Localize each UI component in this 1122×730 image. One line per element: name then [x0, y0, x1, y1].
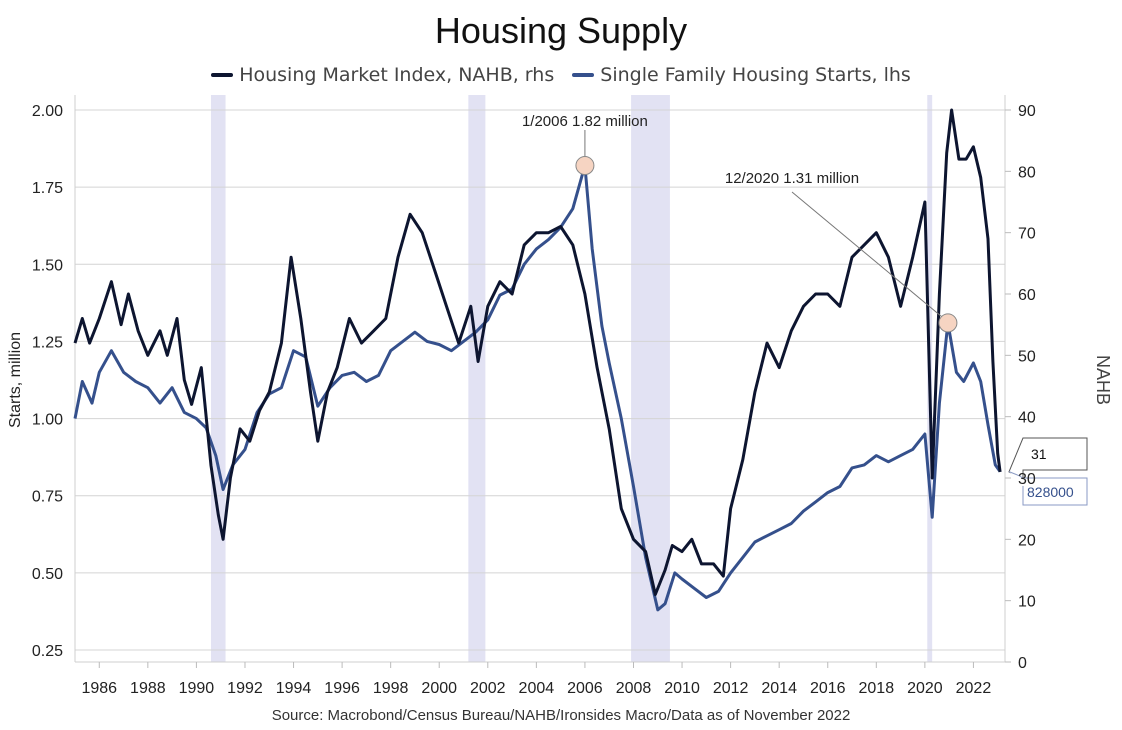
legend-label-nahb: Housing Market Index, NAHB, rhs	[239, 64, 555, 86]
right-tick-label: 30	[1018, 471, 1036, 488]
x-tick-label: 1986	[81, 680, 117, 697]
annotation-marker-2020	[938, 313, 958, 333]
annotations: 1/2006 1.82 million 12/2020 1.31 million 3…	[522, 113, 1088, 506]
end-tag-starts	[1008, 471, 1088, 506]
x-tick-label: 1988	[130, 680, 166, 697]
x-tick-label: 1998	[373, 680, 409, 697]
right-axis-title: NAHB	[1093, 355, 1113, 405]
left-tick-label: 1.00	[32, 412, 63, 429]
annotation-leader-2020	[791, 191, 943, 318]
legend-item-nahb: Housing Market Index, NAHB, rhs	[211, 64, 554, 86]
left-tick-label: 0.75	[32, 489, 63, 506]
x-tick-label: 2006	[567, 680, 603, 697]
x-tick-label: 1996	[324, 680, 360, 697]
end-tag-nahb-value: 31	[1031, 446, 1047, 462]
nahb-line	[73, 108, 1002, 596]
left-tick-label: 1.50	[32, 257, 63, 274]
chart-legend: Housing Market Index, NAHB, rhs Single F…	[0, 60, 1122, 86]
legend-swatch-starts	[572, 73, 595, 77]
x-tick-label: 2018	[859, 680, 895, 697]
x-tick-label: 1994	[276, 680, 312, 697]
x-tick-label: 2002	[470, 680, 506, 697]
left-tick-label: 0.25	[32, 643, 63, 660]
right-tick-label: 10	[1018, 594, 1036, 611]
end-tag-starts-value: 828000	[1027, 484, 1074, 500]
x-tick-label: 2012	[713, 680, 749, 697]
right-tick-label: 40	[1018, 410, 1036, 427]
chart-title: Housing Supply	[434, 10, 688, 51]
legend-label-starts: Single Family Housing Starts, lhs	[600, 64, 911, 86]
recession-band	[210, 95, 226, 662]
annotation-label-2006: 1/2006 1.82 million	[522, 113, 648, 130]
x-tick-label: 2010	[664, 680, 700, 697]
left-tick-label: 0.50	[32, 566, 63, 583]
right-tick-label: 90	[1018, 103, 1036, 120]
legend-item-starts: Single Family Housing Starts, lhs	[572, 64, 911, 86]
x-tick-label: 2000	[421, 680, 457, 697]
x-tick-label: 2020	[907, 680, 943, 697]
annotation-label-2020: 12/2020 1.31 million	[725, 170, 859, 187]
left-tick-label: 2.00	[32, 103, 63, 120]
x-tick-label: 2008	[616, 680, 652, 697]
right-tick-label: 50	[1018, 348, 1036, 365]
left-tick-label: 1.25	[32, 334, 63, 351]
right-tick-label: 70	[1018, 226, 1036, 243]
x-tick-label: 2004	[519, 680, 555, 697]
right-tick-label: 20	[1018, 532, 1036, 549]
source-note: Source: Macrobond/Census Bureau/NAHB/Iro…	[271, 707, 851, 724]
x-tick-label: 2022	[956, 680, 992, 697]
left-axis-title: Starts, million	[7, 332, 24, 428]
right-tick-label: 0	[1018, 655, 1027, 672]
x-tick-label: 1992	[227, 680, 263, 697]
x-tick-label: 1990	[179, 680, 215, 697]
left-tick-label: 1.75	[32, 180, 63, 197]
recession-band	[468, 95, 486, 662]
x-tick-label: 2014	[761, 680, 797, 697]
series-lines	[73, 108, 1002, 612]
plot-frame	[74, 95, 1006, 663]
legend-swatch-nahb	[211, 73, 234, 77]
right-tick-label: 60	[1018, 287, 1036, 304]
annotation-marker-2006	[575, 156, 595, 176]
axis-ticks: 0.25 0.50 0.75 1.00 1.25 1.50 1.75 2.00 0 10 20 30 4…	[32, 103, 1036, 697]
gridlines	[75, 109, 1005, 651]
x-tick-label: 2016	[810, 680, 846, 697]
right-tick-label: 80	[1018, 164, 1036, 181]
